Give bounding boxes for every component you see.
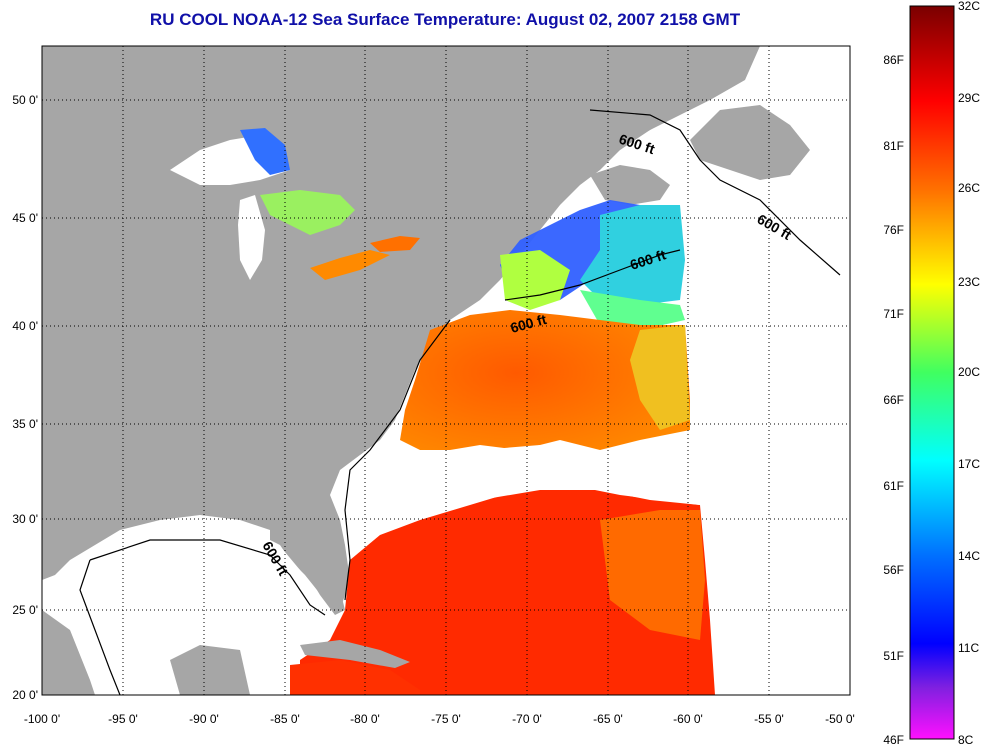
lat-tick-40: 40 0' [12, 319, 38, 333]
cb-c-26: 26C [958, 181, 980, 195]
cb-c-29: 29C [958, 91, 980, 105]
cb-f-86: 86F [883, 53, 904, 67]
lake-erie [310, 250, 390, 280]
canada-maritime-land [540, 46, 760, 160]
lon-tick-75: -75 0' [431, 712, 461, 726]
lat-tick-20: 20 0' [12, 688, 38, 702]
sst-caribbean [290, 660, 420, 695]
cloud-band [360, 445, 700, 530]
lon-tick-100: -100 0' [24, 712, 60, 726]
lon-tick-85: -85 0' [270, 712, 300, 726]
lon-tick-65: -65 0' [593, 712, 623, 726]
cuba [300, 640, 410, 668]
colorbar-celsius-labels: 32C 29C 26C 23C 20C 17C 14C 11C 8C [958, 0, 980, 747]
lat-tick-30: 30 0' [12, 512, 38, 526]
gulf-of-mexico [60, 522, 330, 695]
lon-tick-95: -95 0' [108, 712, 138, 726]
lat-tick-45: 45 0' [12, 211, 38, 225]
lake-huron [260, 190, 355, 235]
plot-frame [41, 45, 851, 696]
lon-tick-90: -90 0' [189, 712, 219, 726]
cb-f-66: 66F [883, 393, 904, 407]
lat-axis: 20 0' 25 0' 30 0' 35 0' 40 0' 45 0' 50 0… [12, 93, 38, 702]
colorbar [909, 5, 955, 740]
sst-south-orange [600, 510, 705, 640]
map-grid [42, 46, 850, 695]
cb-f-56: 56F [883, 563, 904, 577]
florida [270, 525, 345, 615]
cb-f-46: 46F [883, 733, 904, 747]
lat-tick-50: 50 0' [12, 93, 38, 107]
sst-yellow-east [630, 325, 690, 430]
yucatan-peninsula [170, 645, 250, 695]
sst-shelf-green [580, 290, 685, 330]
yucatan-land [42, 610, 95, 695]
cb-f-61: 61F [883, 479, 904, 493]
cb-f-51: 51F [883, 649, 904, 663]
lat-tick-25: 25 0' [12, 603, 38, 617]
nova-scotia [590, 165, 670, 205]
lon-tick-70: -70 0' [512, 712, 542, 726]
sst-georges-bank [500, 250, 570, 310]
cb-c-32: 32C [958, 0, 980, 13]
newfoundland [690, 105, 810, 180]
lake-superior-sst [240, 128, 290, 175]
lon-tick-60: -60 0' [673, 712, 703, 726]
map-title: RU COOL NOAA-12 Sea Surface Temperature:… [149, 10, 741, 29]
sst-mid-atlantic [400, 310, 690, 450]
cb-f-81: 81F [883, 139, 904, 153]
lat-tick-35: 35 0' [12, 417, 38, 431]
lake-michigan [238, 195, 265, 280]
depth-contours [79, 109, 841, 695]
cb-c-14: 14C [958, 549, 980, 563]
cb-c-17: 17C [958, 457, 980, 471]
cb-c-11: 11C [958, 641, 979, 655]
lon-tick-50: -50 0' [825, 712, 855, 726]
cb-c-8: 8C [958, 733, 974, 747]
lon-axis: -100 0' -95 0' -90 0' -85 0' -80 0' -75 … [24, 712, 855, 726]
cb-c-20: 20C [958, 365, 980, 379]
cb-c-23: 23C [958, 275, 980, 289]
cb-f-76: 76F [883, 223, 904, 237]
lon-tick-80: -80 0' [350, 712, 380, 726]
sst-scotian-shelf [580, 205, 685, 305]
cb-f-71: 71F [883, 307, 904, 321]
lake-ontario [370, 236, 420, 252]
colorbar-fahrenheit-labels: 86F 81F 76F 71F 66F 61F 56F 51F 46F [883, 53, 904, 747]
lon-tick-55: -55 0' [754, 712, 784, 726]
